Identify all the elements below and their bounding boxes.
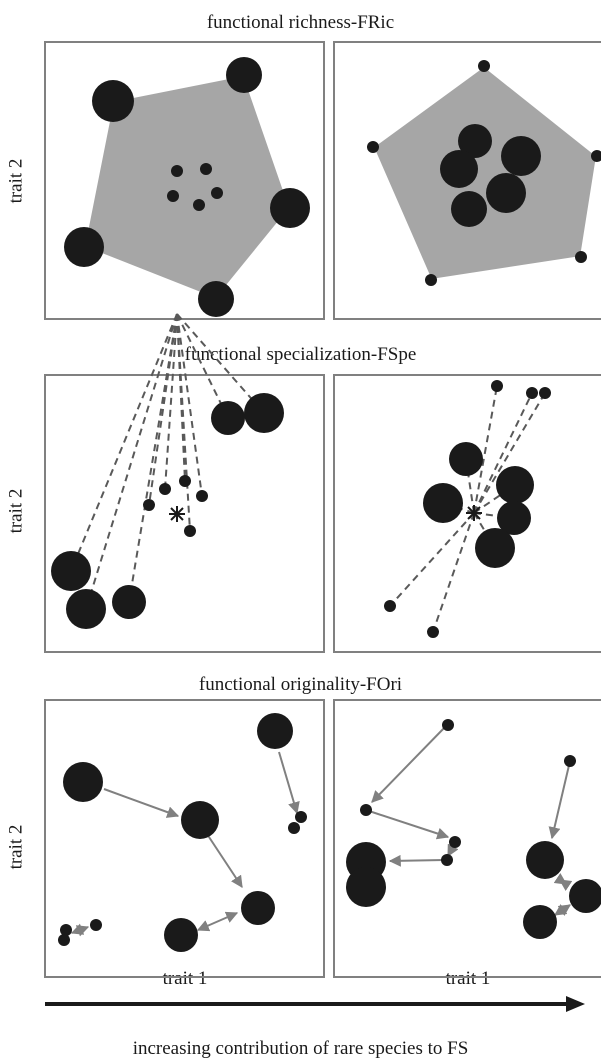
species-dot — [63, 762, 103, 802]
species-dot — [244, 393, 284, 433]
species-dot — [295, 811, 307, 823]
panel-frame — [44, 41, 325, 320]
species-dot — [51, 551, 91, 591]
species-dot — [211, 187, 223, 199]
species-dot — [475, 528, 515, 568]
fspe-panel-right — [333, 374, 601, 653]
centroid-links — [70, 313, 265, 610]
species-dot — [200, 163, 212, 175]
species-dot — [360, 804, 372, 816]
species-dot — [226, 57, 262, 93]
species-dot — [564, 755, 576, 767]
fspe-title: functional specialization-FSpe — [184, 344, 417, 365]
species-dot — [270, 188, 310, 228]
species-dot — [458, 124, 492, 158]
species-dot — [442, 719, 454, 731]
species-dot — [92, 80, 134, 122]
species-dot — [497, 501, 531, 535]
fori-title: functional originality-FOri — [198, 674, 403, 695]
species-dot — [167, 190, 179, 202]
species-dot — [523, 905, 557, 939]
species-dot — [440, 150, 478, 188]
species-dot — [241, 891, 275, 925]
panel-frame — [44, 699, 325, 978]
species-dot — [193, 199, 205, 211]
species-dot — [184, 525, 196, 537]
species-dot — [181, 801, 219, 839]
species-dot — [591, 150, 601, 162]
nearest-neighbour-arrows — [70, 751, 300, 937]
species-dot — [451, 191, 487, 227]
fori-panel-right — [333, 699, 601, 978]
species-dot — [211, 401, 245, 435]
contribution-arrow — [45, 996, 585, 1012]
species-dot — [526, 841, 564, 879]
panel-frame — [333, 699, 601, 978]
species-dot — [112, 585, 146, 619]
fric-panel-right — [333, 41, 601, 320]
species-dot — [58, 934, 70, 946]
species-dot — [449, 442, 483, 476]
fric-title: functional richness-FRic — [206, 12, 395, 33]
species-dot — [384, 600, 396, 612]
species-dot — [346, 867, 386, 907]
species-dot — [427, 626, 439, 638]
species-dot — [159, 483, 171, 495]
species-dot — [367, 141, 379, 153]
species-dot — [496, 466, 534, 504]
convex-hull — [371, 64, 599, 282]
fori-panel-left — [44, 699, 325, 978]
panel-frame — [333, 374, 601, 653]
species-dot — [526, 387, 538, 399]
species-dot — [425, 274, 437, 286]
xlabel-right: trait 1 — [445, 968, 491, 989]
species-dot — [257, 713, 293, 749]
xlabel-left: trait 1 — [162, 968, 208, 989]
species-dot — [143, 499, 155, 511]
species-dot — [569, 879, 601, 913]
species-dot — [288, 822, 300, 834]
fspe-panel-left — [44, 313, 325, 653]
species-dot — [539, 387, 551, 399]
species-dot — [90, 919, 102, 931]
species-dot — [179, 475, 191, 487]
convex-hull — [82, 73, 292, 301]
nearest-neighbour-arrows — [365, 724, 573, 916]
species-dot — [441, 854, 453, 866]
species-dot — [501, 136, 541, 176]
species-dot — [164, 918, 198, 952]
centroid-asterisk — [466, 505, 482, 521]
species-dot — [491, 380, 503, 392]
species-dot — [486, 173, 526, 213]
species-dot — [198, 281, 234, 317]
arrow-caption: increasing contribution of rare species … — [132, 1038, 469, 1059]
species-dot — [64, 227, 104, 267]
species-dot — [66, 589, 106, 629]
fric-panel-left — [44, 41, 325, 320]
species-dot — [478, 60, 490, 72]
species-dot — [423, 483, 463, 523]
centroid-asterisk — [169, 506, 185, 522]
species-dot — [171, 165, 183, 177]
species-dot — [196, 490, 208, 502]
panel-frame — [333, 41, 601, 320]
species-dot — [60, 924, 72, 936]
species-dot — [575, 251, 587, 263]
species-dot — [449, 836, 461, 848]
